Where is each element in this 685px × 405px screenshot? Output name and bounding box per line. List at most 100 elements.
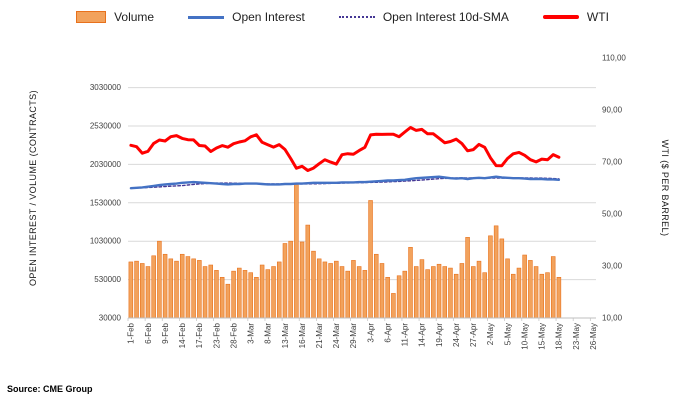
volume-bar xyxy=(453,273,459,319)
y-axis-tick-label: 530000 xyxy=(94,275,121,284)
y-axis-tick-label: 30000 xyxy=(99,314,122,323)
y2-axis-tick-label: 10,00 xyxy=(602,314,623,323)
open-interest-line xyxy=(129,175,561,190)
volume-bar xyxy=(510,273,516,319)
x-axis-tick-label: 17-Feb xyxy=(195,322,204,348)
y2-axis-tick-label: 70,00 xyxy=(602,158,623,167)
volume-bar xyxy=(214,270,219,319)
plot-area: 30000 530000 1030000 1530000 2030000 2530000 3… xyxy=(90,54,627,350)
x-axis-tick-label: 3-Apr xyxy=(366,323,375,343)
volume-bar xyxy=(288,240,293,319)
volume-bar xyxy=(219,276,225,319)
volume-bar xyxy=(174,260,179,319)
volume-bar xyxy=(556,276,562,319)
y-axis-tick-label: 1030000 xyxy=(90,237,122,246)
x-axis-tick-label: 29-Mar xyxy=(349,323,358,349)
volume-bar xyxy=(191,258,196,319)
volume-bar xyxy=(374,253,379,319)
legend-label-open-interest-sma: Open Interest 10d-SMA xyxy=(382,10,509,24)
legend-item-open-interest: Open Interest xyxy=(188,10,305,24)
y2-axis-tick-label: 110,00 xyxy=(602,54,626,63)
volume-bar xyxy=(305,224,311,319)
volume-bar xyxy=(254,276,259,319)
x-axis-tick-label: 14-Feb xyxy=(178,322,187,348)
volume-bar xyxy=(402,270,408,319)
x-axis-tick-label: 9-Feb xyxy=(161,322,170,343)
x-axis-tick-label: 28-Feb xyxy=(229,322,238,348)
x-axis-tick-label: 24-Apr xyxy=(452,323,461,347)
x-axis-tick-label: 11-Apr xyxy=(401,323,410,347)
volume-bar xyxy=(391,293,396,319)
y2-axis-tick-label: 30,00 xyxy=(602,262,623,271)
volume-bar xyxy=(396,275,402,319)
y-axis-tick-label: 3030000 xyxy=(90,83,122,92)
open-interest-sma-line-icon xyxy=(338,16,375,18)
volume-bar xyxy=(339,266,345,319)
volume-bar xyxy=(356,266,362,319)
legend-label-wti: WTI xyxy=(586,10,609,24)
volume-bar xyxy=(322,261,328,319)
wti-line-icon xyxy=(542,15,579,19)
volume-bar xyxy=(528,260,533,319)
x-axis-tick-label: 6-Apr xyxy=(384,323,393,343)
volume-bar xyxy=(202,266,208,319)
volume-bar xyxy=(482,272,487,319)
legend-item-open-interest-sma: Open Interest 10d-SMA xyxy=(338,10,509,24)
volume-bar xyxy=(465,237,470,319)
volume-bar xyxy=(140,263,145,319)
volume-bar xyxy=(539,273,545,319)
volume-bar xyxy=(550,256,556,319)
x-axis-tick-label: 23-Feb xyxy=(212,322,221,348)
x-axis-tick-label: 6-Feb xyxy=(144,322,153,343)
volume-bar xyxy=(499,238,505,319)
volume-bar xyxy=(328,263,333,319)
legend-label-open-interest: Open Interest xyxy=(232,10,305,24)
volume-bar xyxy=(345,270,350,319)
right-axis-title: WTI ($ PER BARREL) xyxy=(660,140,670,237)
x-axis-tick-label: 8-Mar xyxy=(264,323,273,344)
chart-legend: Volume Open Interest Open Interest 10d-S… xyxy=(0,10,685,24)
volume-bar xyxy=(413,266,419,319)
source-note: Source: CME Group xyxy=(7,384,93,394)
x-axis-tick-label: 14-Apr xyxy=(418,323,427,347)
x-axis-tick-label: 26-May xyxy=(589,323,598,350)
volume-bar xyxy=(488,235,493,319)
volume-bar xyxy=(134,260,139,319)
left-axis-title: OPEN INTEREST / VOLUME (CONTRACTS) xyxy=(28,90,38,286)
x-axis-tick-label: 2-May xyxy=(486,323,495,345)
volume-bar xyxy=(282,243,288,319)
volume-bar xyxy=(385,276,390,319)
volume-bar xyxy=(208,264,214,319)
x-axis-tick-label: 16-Mar xyxy=(298,323,307,349)
volume-bar xyxy=(493,225,499,319)
y2-axis-tick-label: 50,00 xyxy=(602,210,623,219)
volume-bar xyxy=(379,263,385,319)
legend-label-volume: Volume xyxy=(114,10,155,24)
volume-bar xyxy=(168,258,174,319)
volume-bar xyxy=(408,247,413,319)
volume-bar xyxy=(368,200,373,319)
x-axis-tick-label: 15-May xyxy=(538,323,547,350)
volume-bar xyxy=(334,260,339,319)
x-axis-tick-label: 5-May xyxy=(503,323,512,345)
volume-bar xyxy=(545,272,550,319)
volume-swatch-icon xyxy=(76,11,107,23)
volume-bar xyxy=(225,283,231,319)
volume-bar xyxy=(259,264,265,319)
y2-axis-tick-label: 90,00 xyxy=(602,106,623,115)
volume-bar xyxy=(471,266,476,319)
x-axis-tick-label: 18-May xyxy=(555,323,564,350)
volume-bar xyxy=(516,267,522,319)
volume-bar xyxy=(533,266,539,319)
x-axis-tick-label: 19-Apr xyxy=(435,323,444,347)
volume-bar xyxy=(311,250,316,319)
volume-bar xyxy=(265,269,271,319)
legend-item-volume: Volume xyxy=(76,10,154,24)
x-axis-tick-label: 27-Apr xyxy=(469,323,478,347)
volume-bar xyxy=(145,266,151,319)
open-interest-line-icon xyxy=(188,15,225,19)
volume-bar xyxy=(294,183,299,319)
volume-bar xyxy=(476,260,482,319)
